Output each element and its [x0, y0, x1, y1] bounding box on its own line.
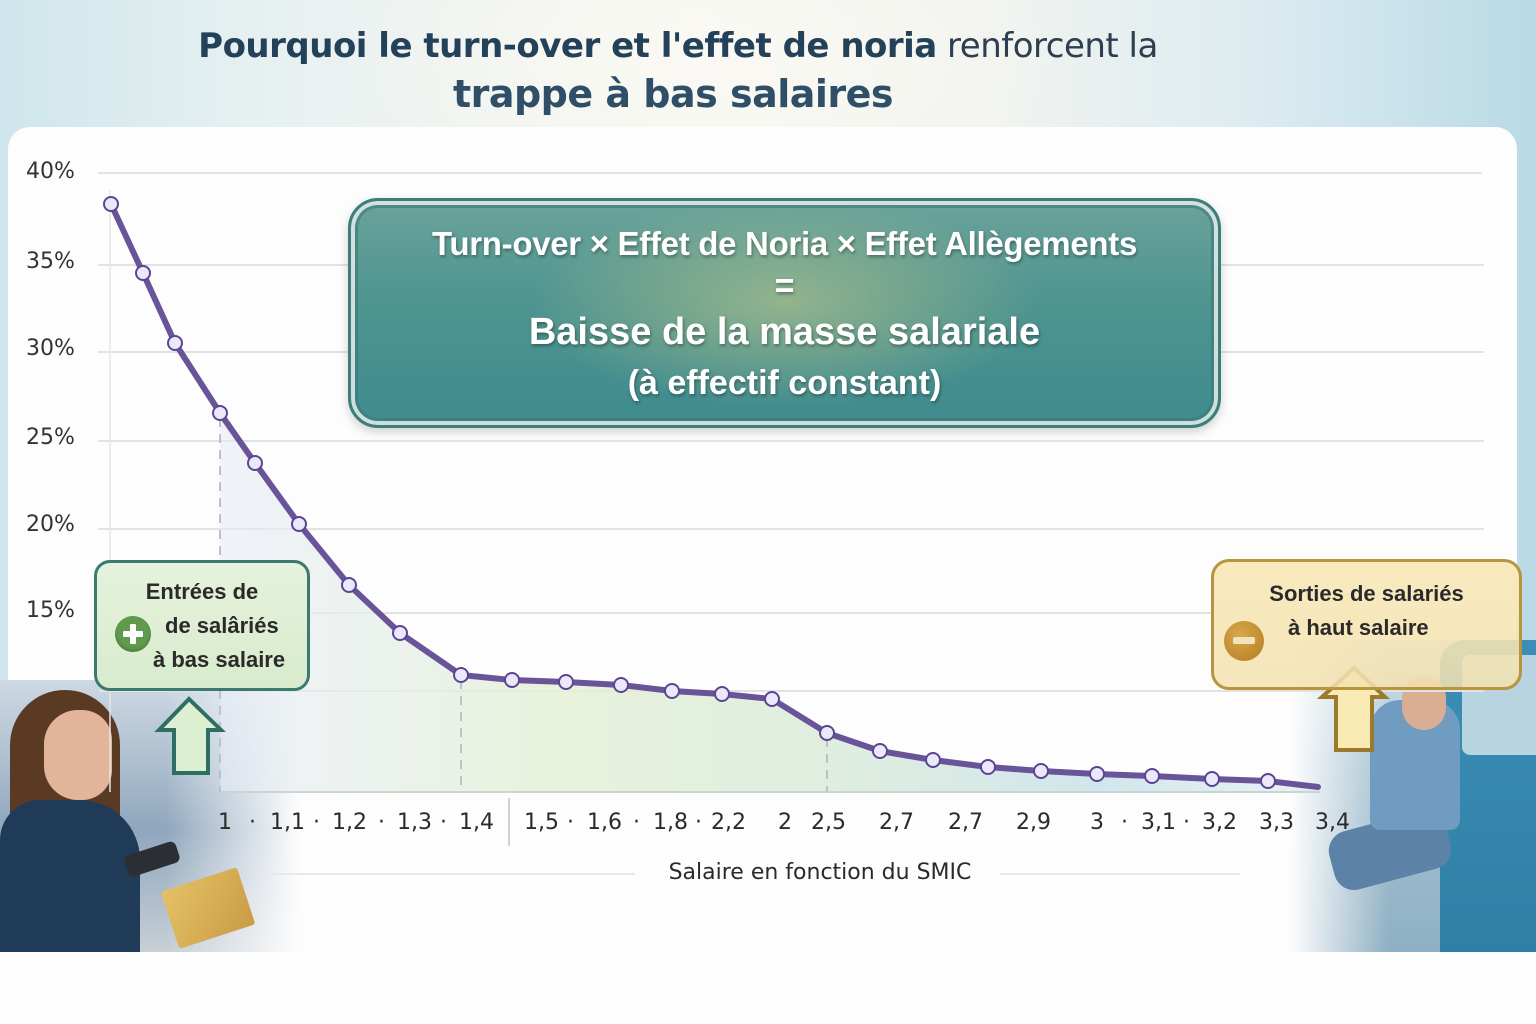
- x-tick: 2,2: [711, 810, 746, 835]
- x-tick-sep: ·: [440, 810, 447, 835]
- callout-left-line-3: à bas salaire: [153, 647, 286, 672]
- x-tick: 1,1: [270, 810, 305, 835]
- x-tick: 1,4: [459, 810, 494, 835]
- plus-circle-icon: [115, 616, 151, 652]
- formula-result: Baisse de la masse salariale: [528, 311, 1041, 353]
- minus-circle-icon: [1224, 621, 1264, 661]
- chart-title: Pourquoi le turn-over et l'effet de nori…: [0, 22, 1356, 118]
- worker-uniform: [0, 800, 140, 952]
- title-line-2: trappe à bas salaires: [452, 72, 894, 116]
- y-tick-30: 30%: [26, 336, 75, 361]
- formula-note: (à effectif constant): [627, 364, 942, 402]
- x-tick: 1,8: [653, 810, 688, 835]
- y-tick-20: 20%: [26, 512, 75, 537]
- x-axis-separator: [508, 798, 510, 846]
- x-tick-sep: ·: [695, 810, 702, 835]
- x-tick-sep: ·: [1121, 810, 1128, 835]
- x-tick: 1,6: [587, 810, 622, 835]
- background-bottom: [0, 952, 1536, 1024]
- x-tick: 2,7: [879, 810, 914, 835]
- x-axis-label: Salaire en fonction du SMIC: [668, 860, 972, 885]
- callout-right-line-1: Sorties de salariés: [1269, 581, 1464, 606]
- callout-left-line-2: de salâriés: [165, 613, 279, 638]
- x-tick: 1,2: [332, 810, 367, 835]
- x-tick: 2: [778, 810, 792, 835]
- x-tick: 3,1: [1141, 810, 1176, 835]
- x-tick: 3,3: [1259, 810, 1294, 835]
- x-tick: 3,2: [1202, 810, 1237, 835]
- callout-entries-low-wage: Entrées de de salâriés à bas salaire: [94, 560, 310, 691]
- x-tick: 3,4: [1315, 810, 1350, 835]
- y-tick-25: 25%: [26, 425, 75, 450]
- x-tick: 1,3: [397, 810, 432, 835]
- data-markers: [103, 196, 1276, 789]
- up-arrow-green-icon: [154, 696, 226, 775]
- x-tick-sep: ·: [313, 810, 320, 835]
- area-fill: [220, 413, 1318, 792]
- formula-equals: =: [774, 267, 795, 305]
- title-bold-part: Pourquoi le turn-over et l'effet de nori…: [198, 26, 937, 66]
- callout-exits-high-wage: Sorties de salariés à haut salaire: [1211, 559, 1522, 690]
- title-light-part: renforcent la: [936, 26, 1158, 66]
- x-tick: 2,5: [811, 810, 846, 835]
- y-tick-15: 15%: [26, 598, 75, 623]
- x-tick-sep: ·: [567, 810, 574, 835]
- x-tick-sep: ·: [1183, 810, 1190, 835]
- x-tick: 2,7: [948, 810, 983, 835]
- y-tick-35: 35%: [26, 249, 75, 274]
- x-tick: 1,5: [524, 810, 559, 835]
- x-tick-sep: ·: [249, 810, 256, 835]
- x-tick-sep: ·: [633, 810, 640, 835]
- formula-box: Turn-over × Effet de Noria × Effet Allèg…: [348, 198, 1221, 428]
- x-tick: 2,9: [1016, 810, 1051, 835]
- x-tick: 3: [1090, 810, 1104, 835]
- x-tick-sep: ·: [378, 810, 385, 835]
- x-label-rule-right: [1000, 873, 1240, 875]
- callout-left-line-1: Entrées de: [145, 579, 259, 604]
- x-tick: 1: [218, 810, 232, 835]
- callout-right-line-2: à haut salaire: [1288, 615, 1429, 640]
- worker-face: [44, 710, 112, 800]
- x-label-rule-left: [270, 873, 635, 875]
- formula-line-1: Turn-over × Effet de Noria × Effet Allèg…: [431, 225, 1137, 262]
- y-tick-40: 40%: [26, 159, 75, 184]
